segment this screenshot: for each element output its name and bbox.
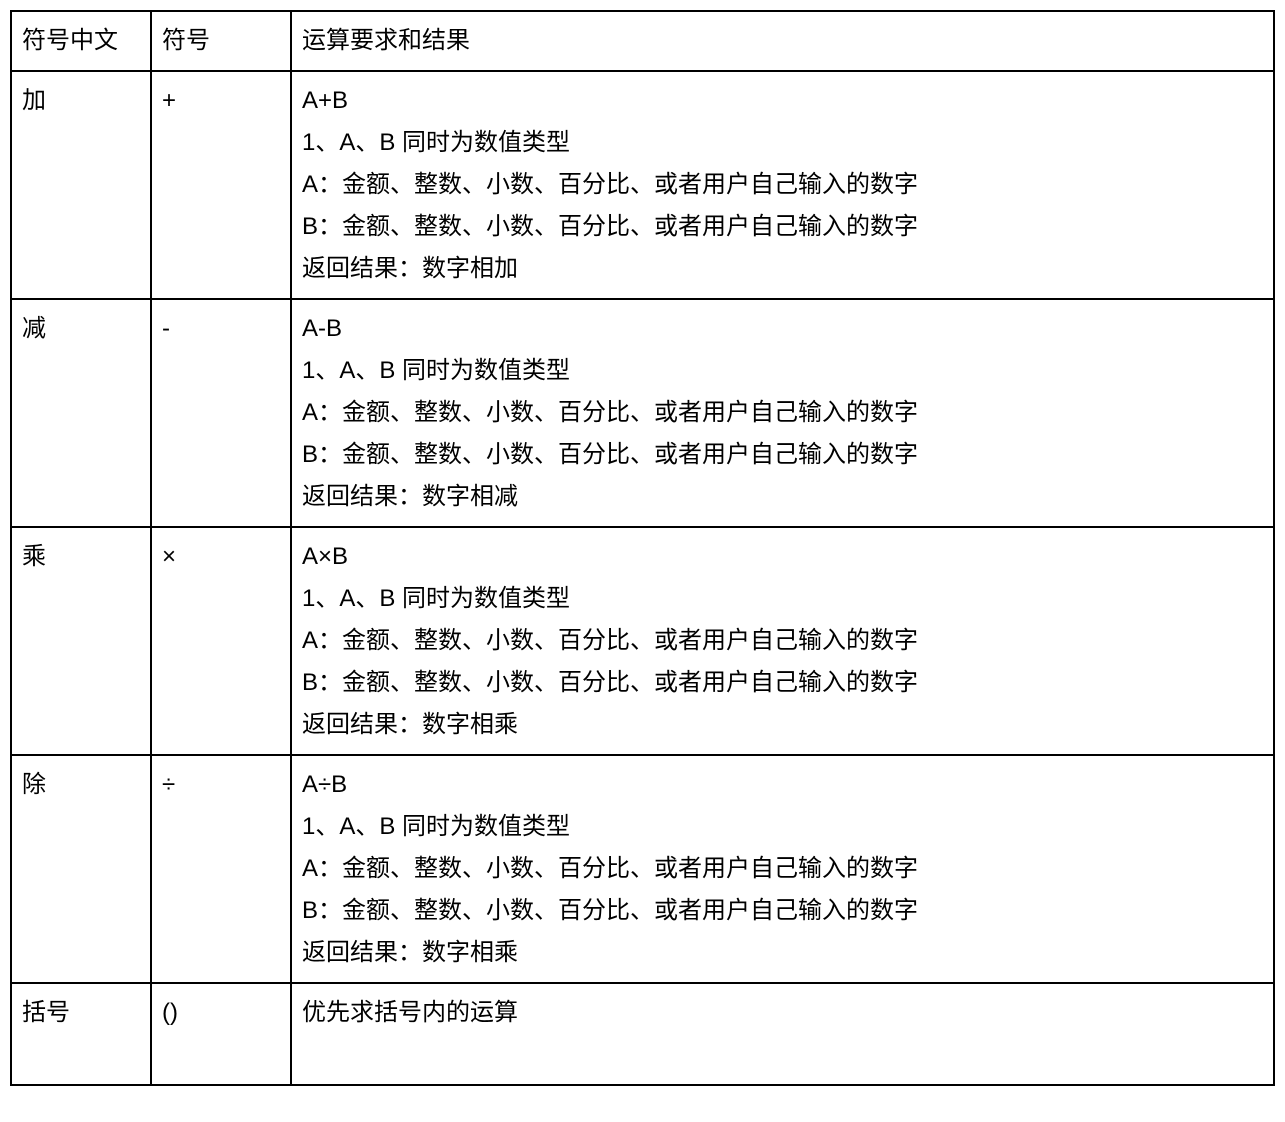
desc-line: B：金额、整数、小数、百分比、或者用户自己输入的数字 — [302, 206, 1263, 248]
desc-line: B：金额、整数、小数、百分比、或者用户自己输入的数字 — [302, 434, 1263, 476]
cell-symbol: + — [151, 71, 291, 299]
cell-desc: A×B 1、A、B 同时为数值类型 A：金额、整数、小数、百分比、或者用户自己输… — [291, 527, 1274, 755]
table-row: 加 + A+B 1、A、B 同时为数值类型 A：金额、整数、小数、百分比、或者用… — [11, 71, 1274, 299]
cell-desc: A+B 1、A、B 同时为数值类型 A：金额、整数、小数、百分比、或者用户自己输… — [291, 71, 1274, 299]
desc-line: A×B — [302, 536, 1263, 578]
cell-name: 减 — [11, 299, 151, 527]
desc-line: A-B — [302, 308, 1263, 350]
cell-desc: A÷B 1、A、B 同时为数值类型 A：金额、整数、小数、百分比、或者用户自己输… — [291, 755, 1274, 983]
desc-line: B：金额、整数、小数、百分比、或者用户自己输入的数字 — [302, 890, 1263, 932]
desc-line: A÷B — [302, 764, 1263, 806]
desc-line: B：金额、整数、小数、百分比、或者用户自己输入的数字 — [302, 662, 1263, 704]
cell-name: 乘 — [11, 527, 151, 755]
desc-line: 返回结果：数字相减 — [302, 476, 1263, 518]
desc-line: 1、A、B 同时为数值类型 — [302, 806, 1263, 848]
cell-symbol: - — [151, 299, 291, 527]
operators-table: 符号中文 符号 运算要求和结果 加 + A+B 1、A、B 同时为数值类型 A：… — [10, 10, 1275, 1086]
cell-symbol: × — [151, 527, 291, 755]
cell-name: 加 — [11, 71, 151, 299]
cell-desc: A-B 1、A、B 同时为数值类型 A：金额、整数、小数、百分比、或者用户自己输… — [291, 299, 1274, 527]
desc-line: 优先求括号内的运算 — [302, 992, 1263, 1034]
cell-name: 括号 — [11, 983, 151, 1085]
cell-symbol: () — [151, 983, 291, 1085]
table-row: 括号 () 优先求括号内的运算 — [11, 983, 1274, 1085]
desc-line: 1、A、B 同时为数值类型 — [302, 122, 1263, 164]
header-name: 符号中文 — [11, 11, 151, 71]
cell-name: 除 — [11, 755, 151, 983]
table-row: 除 ÷ A÷B 1、A、B 同时为数值类型 A：金额、整数、小数、百分比、或者用… — [11, 755, 1274, 983]
table-header-row: 符号中文 符号 运算要求和结果 — [11, 11, 1274, 71]
desc-line: 返回结果：数字相乘 — [302, 704, 1263, 746]
table-row: 乘 × A×B 1、A、B 同时为数值类型 A：金额、整数、小数、百分比、或者用… — [11, 527, 1274, 755]
cell-symbol: ÷ — [151, 755, 291, 983]
desc-line: A：金额、整数、小数、百分比、或者用户自己输入的数字 — [302, 848, 1263, 890]
header-symbol: 符号 — [151, 11, 291, 71]
desc-line: 1、A、B 同时为数值类型 — [302, 350, 1263, 392]
desc-line: A+B — [302, 80, 1263, 122]
desc-line: A：金额、整数、小数、百分比、或者用户自己输入的数字 — [302, 164, 1263, 206]
header-desc: 运算要求和结果 — [291, 11, 1274, 71]
desc-line: 返回结果：数字相乘 — [302, 932, 1263, 974]
desc-line — [302, 1034, 1263, 1076]
cell-desc: 优先求括号内的运算 — [291, 983, 1274, 1085]
desc-line: 返回结果：数字相加 — [302, 248, 1263, 290]
table-row: 减 - A-B 1、A、B 同时为数值类型 A：金额、整数、小数、百分比、或者用… — [11, 299, 1274, 527]
desc-line: A：金额、整数、小数、百分比、或者用户自己输入的数字 — [302, 620, 1263, 662]
desc-line: 1、A、B 同时为数值类型 — [302, 578, 1263, 620]
desc-line: A：金额、整数、小数、百分比、或者用户自己输入的数字 — [302, 392, 1263, 434]
